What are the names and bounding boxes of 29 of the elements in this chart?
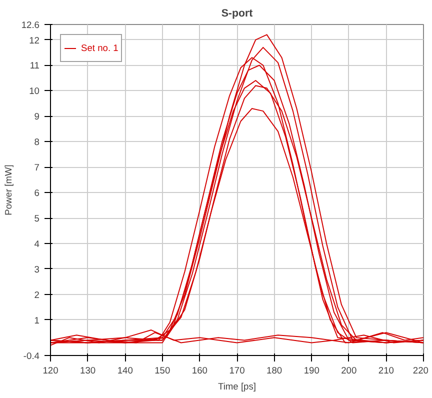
y-tick-label: -0.4 bbox=[23, 351, 40, 361]
y-tick-label: 11 bbox=[30, 60, 40, 71]
y-axis-title: Power [mW] bbox=[3, 164, 14, 216]
y-tick-label: 3 bbox=[34, 264, 40, 274]
y-tick-label: 9 bbox=[34, 112, 40, 122]
y-tick-label: 12.6 bbox=[21, 20, 40, 30]
x-tick-label: 210 bbox=[378, 366, 394, 376]
x-tick-label: 140 bbox=[117, 366, 133, 376]
y-tick-label: 1 bbox=[34, 315, 40, 326]
x-tick-label: 120 bbox=[42, 366, 58, 376]
x-tick-label: 200 bbox=[341, 366, 357, 376]
chart-title: S-port bbox=[221, 8, 254, 20]
x-axis-title: Time [ps] bbox=[218, 382, 256, 392]
y-tick-label: 5 bbox=[34, 214, 40, 224]
y-tick-label: 8 bbox=[34, 137, 40, 148]
x-tick-label: 220 bbox=[412, 366, 429, 376]
legend-label: Set no. 1 bbox=[81, 43, 118, 53]
x-tick-label: 160 bbox=[192, 366, 208, 376]
x-tick-label: 190 bbox=[304, 366, 320, 376]
y-tick-label: 2 bbox=[34, 290, 40, 300]
x-tick-label: 180 bbox=[266, 366, 282, 376]
y-tick-label: 7 bbox=[34, 162, 40, 173]
x-tick-label: 170 bbox=[229, 366, 245, 376]
y-tick-label: 10 bbox=[29, 86, 40, 96]
y-tick-label: 6 bbox=[34, 188, 40, 198]
x-tick-label: 130 bbox=[80, 366, 96, 376]
y-tick-label: 12 bbox=[29, 35, 40, 46]
x-tick-label: 150 bbox=[154, 366, 170, 376]
y-tick-label: 4 bbox=[34, 238, 40, 249]
